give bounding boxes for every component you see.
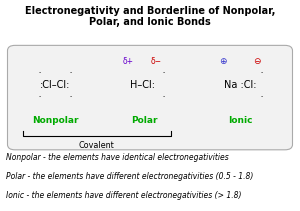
Text: ⋅⋅: ⋅⋅ <box>38 95 42 100</box>
Text: ⋅⋅: ⋅⋅ <box>162 71 166 76</box>
Text: ⋅⋅: ⋅⋅ <box>162 95 166 100</box>
Text: ⋅⋅: ⋅⋅ <box>69 71 73 76</box>
Text: Electronegativity and Borderline of Nonpolar,: Electronegativity and Borderline of Nonp… <box>25 6 275 16</box>
Text: ⋅⋅: ⋅⋅ <box>261 71 264 76</box>
Text: ⋅⋅: ⋅⋅ <box>261 95 264 100</box>
Text: Na :Cl:: Na :Cl: <box>224 80 256 91</box>
Text: Polar - the elements have different electronegativities (0.5 - 1.8): Polar - the elements have different elec… <box>6 172 254 181</box>
Text: ⋅⋅: ⋅⋅ <box>69 95 73 100</box>
Text: :Cl–Cl:: :Cl–Cl: <box>40 80 71 91</box>
Text: Polar: Polar <box>131 116 157 125</box>
Text: Covalent: Covalent <box>79 141 115 150</box>
Text: Ionic - the elements have different electronegativities (> 1.8): Ionic - the elements have different elec… <box>6 191 242 200</box>
Text: Nonpolar: Nonpolar <box>32 116 79 125</box>
Text: ⊖: ⊖ <box>253 57 260 66</box>
Text: δ−: δ− <box>151 57 161 66</box>
Text: δ+: δ+ <box>123 57 134 66</box>
Text: Ionic: Ionic <box>228 116 252 125</box>
Text: ⋅⋅: ⋅⋅ <box>38 71 42 76</box>
Text: ⊕: ⊕ <box>219 57 226 66</box>
Text: Nonpolar - the elements have identical electronegativities: Nonpolar - the elements have identical e… <box>6 153 229 162</box>
Text: H–Cl:: H–Cl: <box>130 80 155 91</box>
FancyBboxPatch shape <box>8 45 292 150</box>
Text: Polar, and Ionic Bonds: Polar, and Ionic Bonds <box>89 17 211 27</box>
